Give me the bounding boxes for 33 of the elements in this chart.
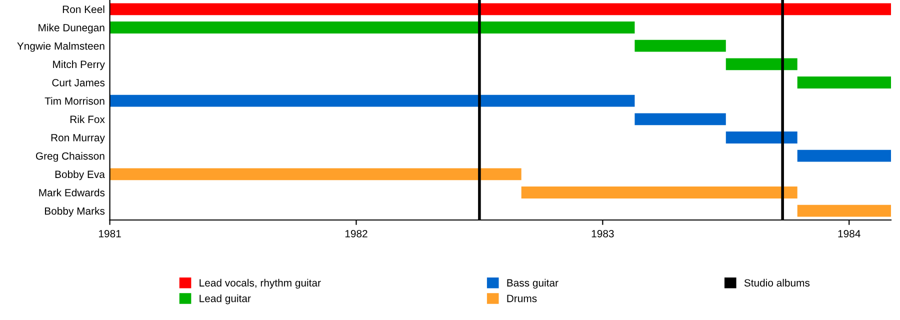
- legend-label: Drums: [507, 294, 537, 302]
- y-tick-label: Ron Keel: [62, 5, 104, 14]
- legend-label: Lead guitar: [200, 294, 251, 304]
- y-tick-label: Mark Edwards: [39, 188, 105, 196]
- bar: [797, 150, 891, 162]
- x-tick-label: 1983: [592, 230, 614, 238]
- y-tick-label: Bobby Eva: [55, 170, 105, 180]
- bar: [110, 3, 891, 16]
- bar: [726, 58, 798, 70]
- bar: [634, 113, 726, 126]
- bar: [110, 22, 635, 34]
- y-tick-label: Mike Dunegan: [38, 24, 104, 34]
- x-tick-label: 1982: [345, 230, 368, 238]
- x-tick-label: 1984: [838, 230, 860, 238]
- bar: [110, 94, 635, 107]
- y-tick-label: Ron Murray: [51, 134, 105, 144]
- y-tick-label: Curt James: [52, 79, 105, 86]
- legend-label: Lead vocals, rhythm guitar: [200, 278, 321, 289]
- y-tick-label: Yngwie Malmsteen: [17, 42, 104, 52]
- y-tick-label: Greg Chaisson: [36, 152, 104, 162]
- bar: [797, 76, 891, 88]
- bar: [634, 40, 726, 52]
- legend-label: Bass guitar: [507, 278, 558, 289]
- x-tick-label: 1981: [99, 230, 121, 238]
- y-tick-label: Bobby Marks: [45, 207, 105, 217]
- legend-label: Studio albums: [744, 278, 810, 287]
- bar: [797, 204, 891, 217]
- y-tick-label: Mitch Perry: [53, 60, 105, 70]
- y-tick-label: Tim Morrison: [44, 97, 104, 105]
- bar: [110, 168, 522, 180]
- bar: [726, 132, 798, 144]
- y-tick-label: Rik Fox: [70, 115, 105, 124]
- bar: [521, 186, 798, 198]
